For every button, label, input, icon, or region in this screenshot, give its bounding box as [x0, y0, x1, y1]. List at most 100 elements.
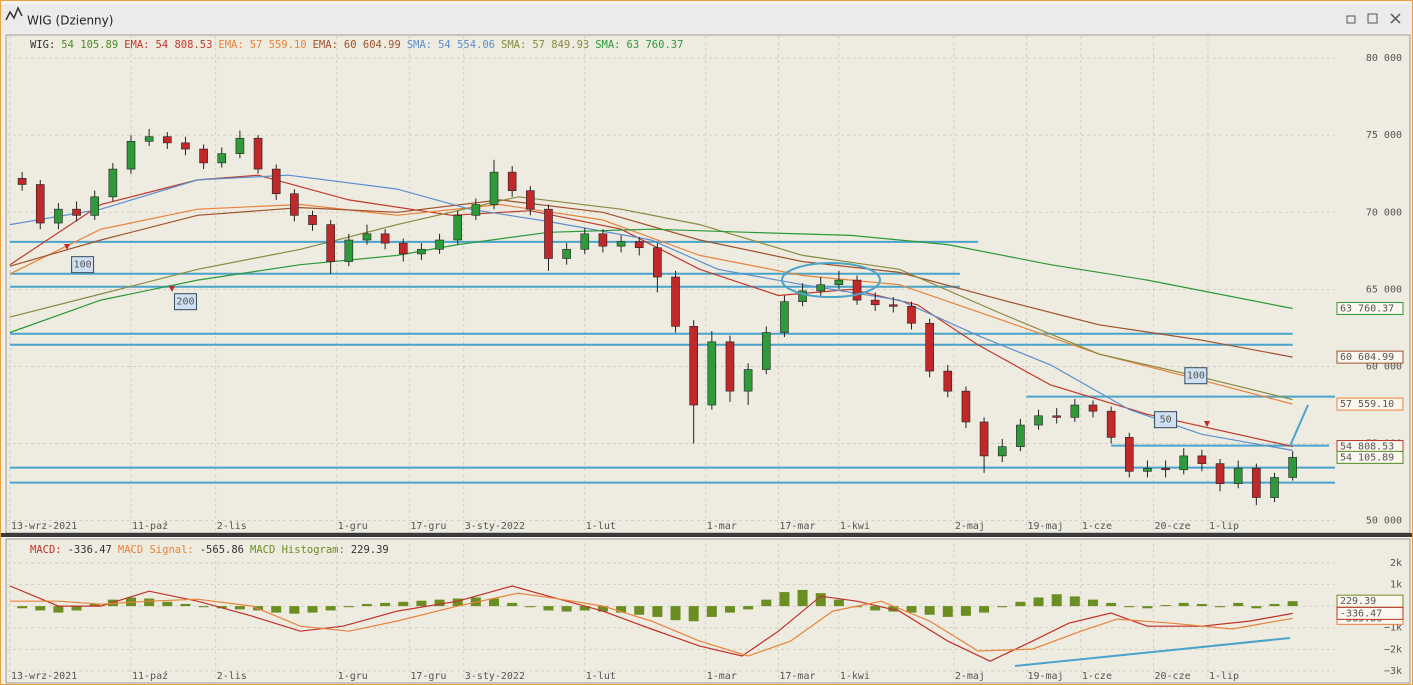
annotation-box: [71, 256, 95, 274]
candle-body: [126, 141, 136, 170]
histogram-bar: [833, 599, 844, 607]
candle-body: [308, 215, 317, 225]
x-tick-label: 19-maj: [1027, 671, 1063, 682]
histogram-bar: [942, 606, 953, 617]
value-box-label: 60 604.99: [1340, 352, 1394, 363]
histogram-bar: [325, 606, 336, 611]
y-tick-label: 60 000: [1366, 361, 1402, 372]
x-tick-label: 3-sty-2022: [465, 671, 525, 682]
value-box: [1336, 350, 1404, 364]
legend-text: 54 105.89: [61, 39, 118, 51]
candle-body: [943, 370, 953, 392]
histogram-bar: [1251, 606, 1262, 609]
annotation-label: 100: [1187, 371, 1205, 382]
histogram-bar: [361, 603, 372, 607]
x-tick-label: 17-gru: [410, 671, 446, 682]
candle-body: [653, 247, 662, 278]
candle-body: [526, 190, 535, 210]
arrow: [169, 286, 175, 292]
candle-body: [72, 208, 81, 216]
x-tick-label: 1-cze: [1082, 671, 1112, 682]
candle-body: [1143, 467, 1152, 472]
histogram-bar: [180, 603, 191, 607]
candle-body: [1270, 477, 1279, 498]
arrow: [1204, 421, 1210, 427]
candle-body: [997, 446, 1007, 457]
histogram-bar: [997, 606, 1008, 608]
histogram-bar: [1178, 602, 1189, 607]
histogram-bar: [1215, 606, 1226, 608]
histogram-bar: [1069, 596, 1080, 607]
histogram-bar: [525, 606, 536, 608]
x-tick-label: 1-lip: [1209, 521, 1239, 532]
value-box-label: 54 105.89: [1340, 452, 1394, 463]
candle-body: [634, 241, 644, 249]
y-tick-label: 75 000: [1366, 130, 1402, 141]
candle-body: [17, 178, 27, 185]
histogram-bar: [144, 598, 155, 607]
histogram-bar: [979, 606, 990, 613]
histogram-bar: [724, 606, 735, 613]
histogram-bar: [797, 589, 808, 607]
y-tick-label: 70 000: [1366, 207, 1402, 218]
histogram-bar: [89, 603, 100, 607]
candle-body: [580, 233, 590, 250]
histogram-bar: [307, 606, 318, 613]
histogram-bar: [779, 592, 790, 607]
candle-body: [1179, 455, 1189, 471]
histogram-bar: [35, 606, 46, 611]
legend-text: EMA:: [218, 39, 243, 51]
ma-line: [9, 228, 1293, 334]
candle-body: [834, 279, 844, 286]
legend-text: SMA:: [501, 39, 526, 51]
candle-body: [253, 137, 263, 170]
y-tick-label: −1k: [1384, 623, 1402, 634]
candle-body: [743, 369, 753, 392]
annotation-box: [173, 293, 197, 311]
histogram-bar: [234, 606, 245, 610]
candle-body: [1288, 457, 1297, 478]
value-box: [1336, 606, 1404, 620]
histogram-bar: [634, 606, 645, 615]
legend-text: 63 760.37: [627, 39, 684, 51]
macd-line: [10, 592, 1293, 657]
drawings: [64, 244, 1309, 667]
x-tick-label: 3-sty-2022: [465, 521, 525, 532]
candle-body: [961, 390, 971, 423]
candle-body: [54, 208, 63, 224]
restore-button[interactable]: [1367, 13, 1378, 24]
candle-body: [417, 248, 426, 255]
candle-body: [1070, 404, 1080, 418]
value-box-label: 54 808.53: [1340, 442, 1394, 453]
value-box: [1336, 450, 1404, 464]
candle-body: [979, 421, 989, 457]
candle-body: [1233, 467, 1243, 484]
trend-drawing: [1289, 404, 1309, 447]
candle-body: [398, 242, 408, 255]
x-tick-label: 20-cze: [1154, 671, 1190, 682]
legend-text: MACD Signal:: [118, 544, 194, 556]
candle-body: [1088, 404, 1098, 412]
y-tick-label: 80 000: [1366, 53, 1402, 64]
value-box-label: -336.47: [1340, 608, 1382, 619]
candle-body: [707, 341, 717, 406]
x-tick-label: 2-lis: [217, 521, 247, 532]
histogram-bar: [597, 606, 608, 612]
legend-text: EMA:: [313, 39, 338, 51]
x-tick-label: 1-kwi: [840, 521, 870, 532]
histogram-bar: [489, 598, 500, 607]
minimize-button[interactable]: [1346, 15, 1356, 24]
candle-body: [326, 224, 335, 262]
x-tick-label: 1-kwi: [840, 671, 870, 682]
legend-text: SMA:: [407, 39, 432, 51]
ellipse-drawing: [781, 262, 881, 298]
candle-body: [235, 137, 245, 154]
candle-body: [889, 304, 898, 307]
candle-body: [453, 215, 463, 241]
close-button[interactable]: [1390, 13, 1401, 24]
legend-text: MACD:: [30, 544, 62, 556]
candle-body: [1106, 410, 1116, 438]
legend-text: SMA:: [595, 39, 620, 51]
x-tick-label: 2-maj: [955, 521, 985, 532]
